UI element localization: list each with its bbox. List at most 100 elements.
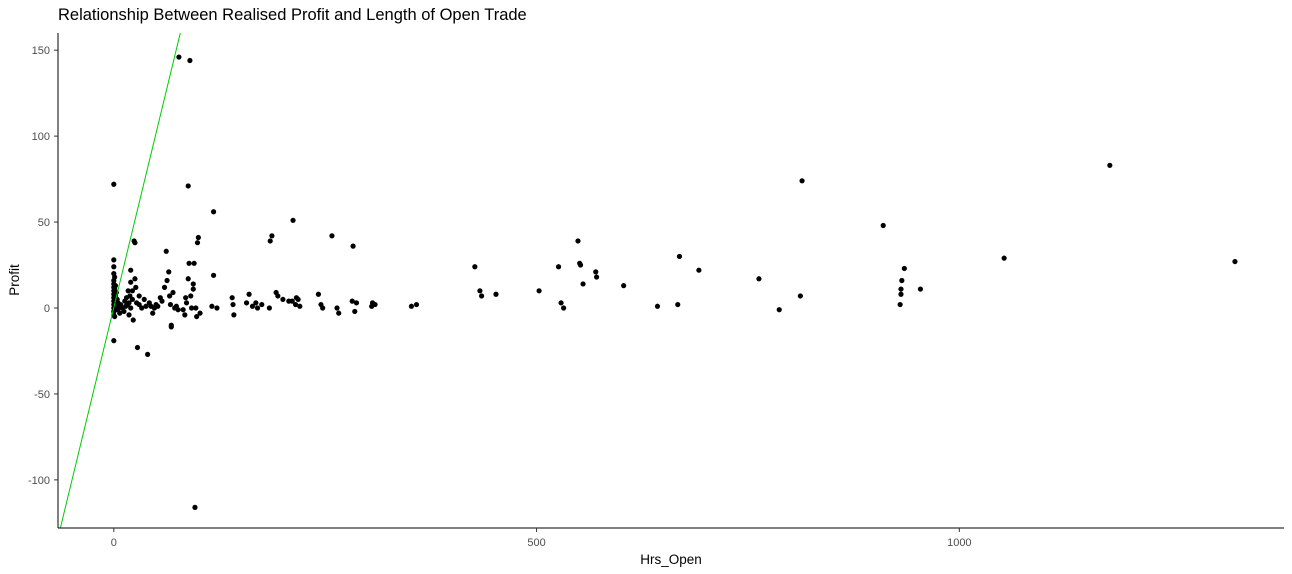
data-point — [187, 57, 193, 64]
data-point — [696, 267, 702, 273]
data-point — [210, 209, 217, 215]
data-point — [186, 260, 192, 266]
data-point — [1107, 162, 1113, 168]
data-point — [336, 310, 342, 316]
data-point — [195, 234, 201, 241]
data-point — [275, 293, 281, 299]
data-point — [253, 300, 259, 306]
data-point — [1232, 258, 1238, 265]
data-point — [621, 283, 627, 289]
data-point — [290, 217, 296, 223]
data-point — [214, 305, 220, 311]
data-point — [329, 233, 335, 239]
trend-line — [59, 33, 181, 528]
y-axis-title: Profit — [7, 264, 22, 296]
data-point — [675, 301, 681, 308]
x-tick-label: 1000 — [947, 537, 971, 549]
data-point — [128, 267, 134, 273]
data-point — [126, 312, 132, 318]
data-point — [269, 233, 275, 239]
data-point — [479, 293, 485, 299]
data-point — [880, 222, 886, 229]
data-point — [176, 54, 182, 60]
y-tick-label: 0 — [44, 303, 50, 315]
data-point — [254, 305, 261, 311]
data-point — [111, 338, 117, 344]
data-point — [130, 317, 136, 323]
y-tick-label: 100 — [32, 131, 50, 143]
data-point — [289, 298, 295, 304]
data-point — [267, 238, 273, 244]
data-point — [112, 283, 119, 289]
data-point — [111, 257, 117, 263]
data-point — [210, 272, 217, 278]
data-point — [231, 312, 237, 318]
data-point — [593, 269, 599, 275]
data-point — [159, 298, 165, 304]
data-point — [899, 277, 905, 284]
data-point — [180, 307, 186, 313]
data-point — [111, 264, 117, 270]
data-point — [185, 183, 191, 189]
data-point — [193, 305, 199, 311]
x-tick-label: 0 — [111, 537, 117, 549]
data-point — [898, 286, 904, 292]
data-point — [676, 253, 683, 260]
data-point — [350, 243, 356, 249]
data-point — [259, 301, 265, 308]
data-point — [128, 279, 134, 285]
data-point — [536, 288, 542, 294]
data-point — [191, 260, 197, 266]
data-point — [168, 324, 174, 330]
data-point — [555, 264, 562, 270]
data-point — [580, 281, 586, 287]
data-point — [349, 298, 355, 304]
points-layer — [111, 54, 1238, 510]
y-tick-label: 150 — [32, 45, 50, 57]
data-point — [190, 281, 196, 287]
data-point — [352, 308, 358, 315]
data-point — [292, 301, 299, 308]
data-point — [295, 296, 301, 303]
data-point — [112, 313, 118, 320]
data-point — [139, 305, 145, 311]
data-point — [141, 296, 147, 303]
data-point — [175, 307, 181, 313]
data-point — [128, 305, 134, 311]
data-point — [917, 286, 924, 292]
data-point — [136, 293, 142, 299]
data-point — [129, 296, 136, 303]
data-point — [163, 248, 169, 254]
y-ticks: -100 -50 0 50 100 150 — [28, 45, 58, 487]
data-point — [315, 291, 322, 297]
data-point — [164, 277, 170, 284]
data-point — [183, 300, 190, 306]
data-point — [901, 265, 907, 272]
data-point — [413, 301, 420, 308]
data-point — [170, 289, 176, 296]
data-point — [334, 305, 340, 311]
data-point — [166, 269, 172, 275]
y-tick-label: 50 — [38, 217, 50, 229]
data-point — [133, 284, 139, 290]
trend-layer — [59, 33, 181, 528]
data-point — [192, 504, 198, 510]
data-point — [280, 296, 286, 303]
y-tick-label: -50 — [34, 389, 50, 401]
data-point — [229, 295, 235, 301]
data-point — [797, 293, 803, 299]
data-point — [1001, 255, 1007, 261]
data-point — [132, 276, 138, 282]
y-tick-label: -100 — [28, 475, 50, 487]
data-point — [190, 286, 196, 292]
data-point — [126, 300, 132, 306]
data-point — [129, 288, 136, 294]
data-point — [121, 308, 127, 315]
data-point — [167, 293, 173, 299]
data-point — [561, 305, 567, 311]
data-point — [125, 288, 131, 294]
data-point — [654, 303, 661, 309]
data-point — [150, 310, 156, 316]
data-point — [249, 303, 256, 309]
data-point — [493, 291, 499, 297]
